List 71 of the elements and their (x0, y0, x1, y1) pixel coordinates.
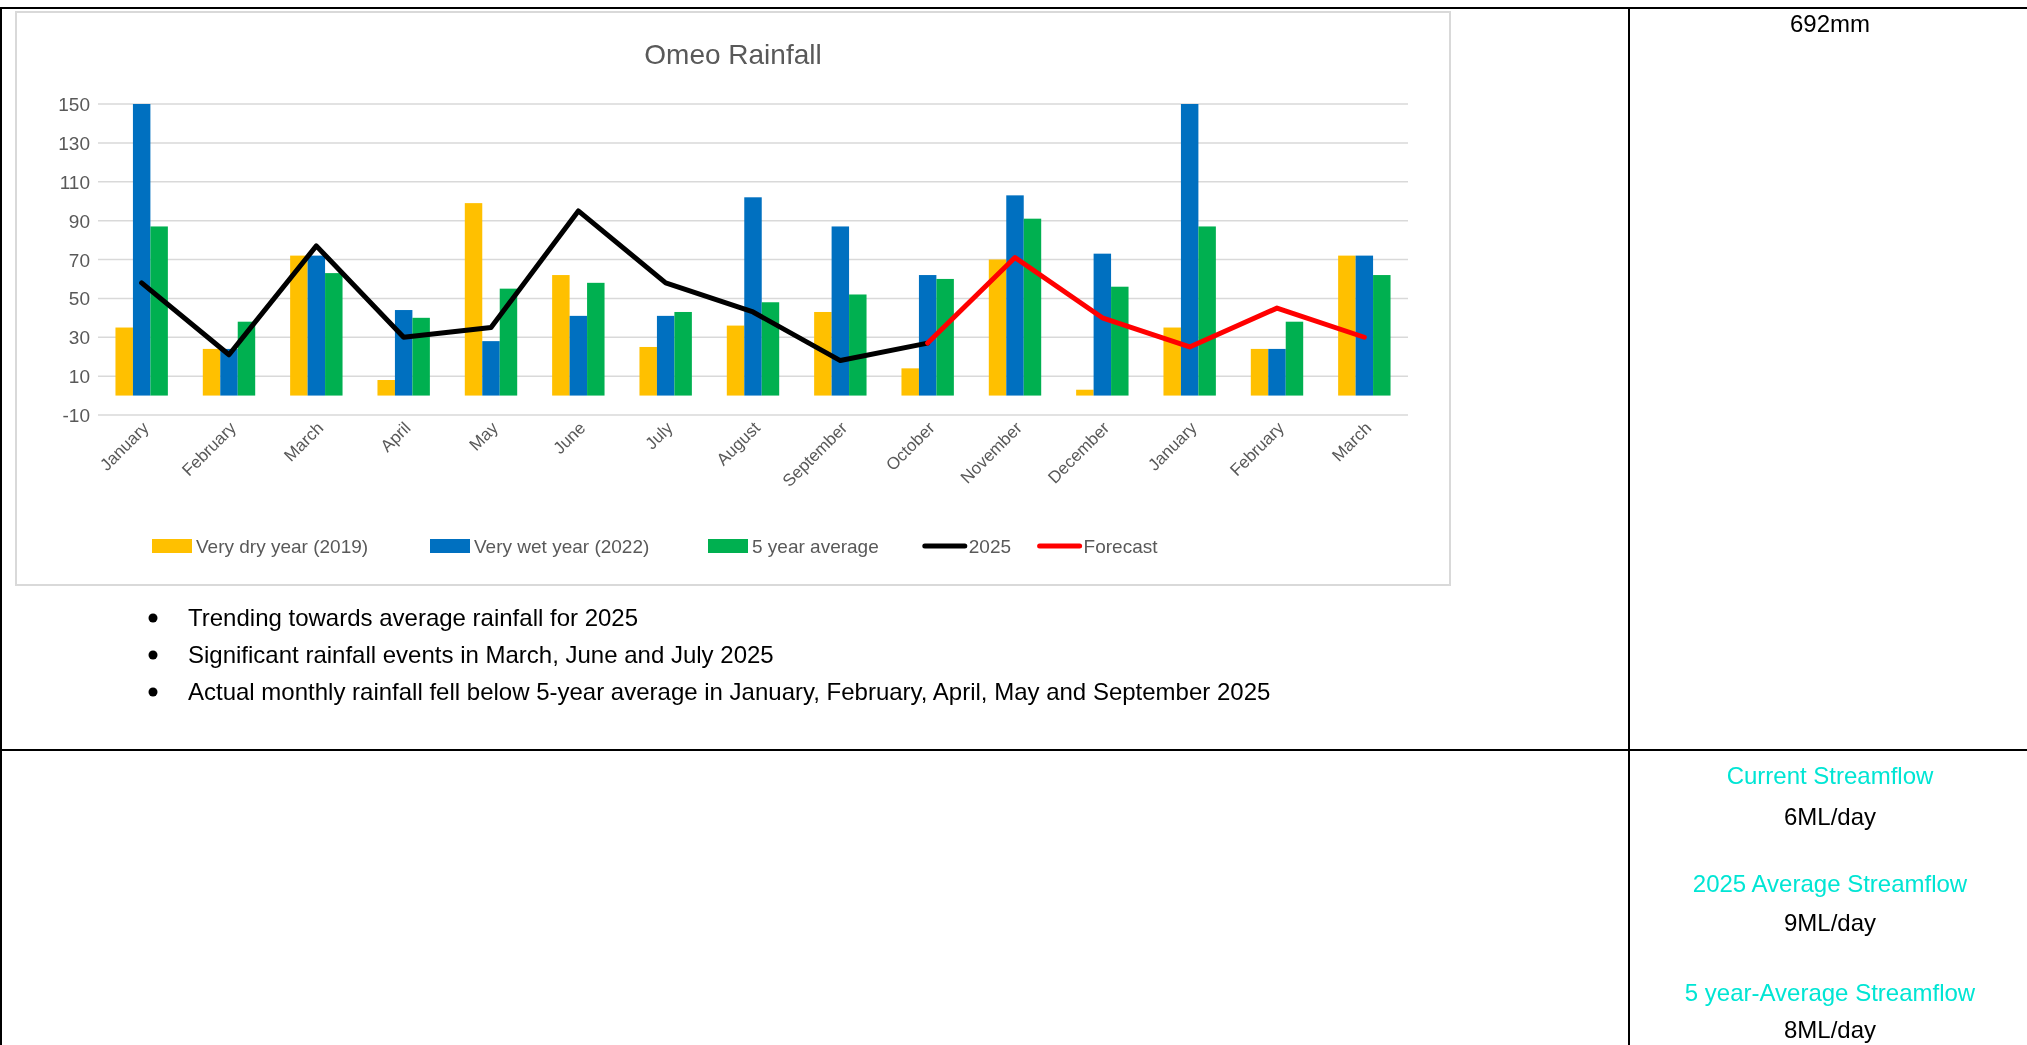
bar (761, 302, 780, 396)
bar (377, 380, 395, 396)
bar (394, 310, 413, 396)
bar (1355, 255, 1374, 396)
bar (1180, 104, 1199, 396)
y-tick-label: 30 (68, 327, 90, 349)
text: Significant rainfall events in March, June and July 2025 (188, 641, 774, 668)
chart-title: Omeo Rainfall (644, 39, 822, 70)
text: 5 year-Average Streamflow (1684, 979, 1976, 1006)
x-tick-label: July (641, 418, 677, 454)
y-tick-label: 110 (59, 171, 90, 193)
legend-label: 2025 (968, 536, 1012, 557)
y-tick-label: 70 (68, 249, 90, 271)
text: Trending towards average rainfall for 2025 (188, 604, 639, 631)
bar (290, 255, 308, 396)
bar (202, 348, 221, 396)
bar (220, 348, 238, 396)
bar (1373, 275, 1391, 396)
bar (656, 315, 675, 396)
bar (587, 282, 605, 396)
bar (552, 275, 570, 396)
legend-label: 5 year average (752, 536, 879, 557)
y-tick-label: 50 (68, 288, 90, 310)
y-tick-label: 150 (58, 94, 90, 115)
bar (918, 275, 937, 396)
bar (849, 294, 867, 396)
bar (1250, 348, 1269, 396)
text: 8ML/day (1783, 1016, 1877, 1043)
text: 2025 Average Streamflow (1692, 870, 1968, 897)
bar (132, 104, 151, 396)
bar (1111, 286, 1129, 396)
bar (1198, 226, 1216, 396)
bar (814, 311, 832, 396)
y-tick-label: 10 (68, 366, 90, 388)
bar (1163, 327, 1181, 396)
bar (150, 226, 168, 396)
bar (936, 278, 954, 396)
legend-label: Very wet year (2022) (474, 536, 650, 557)
bar (988, 259, 1007, 396)
bar (1093, 253, 1112, 396)
bar (482, 341, 500, 396)
bar (674, 311, 692, 396)
legend-label: Forecast (1083, 536, 1159, 557)
bar (1023, 218, 1042, 396)
bar (901, 368, 919, 396)
text: Actual monthly rainfall fell below 5-year average in January, February, April, May and September 2025 (188, 678, 1271, 705)
bar (1285, 321, 1304, 396)
legend-label: Very dry year (2019) (196, 536, 369, 557)
bar (325, 273, 343, 396)
bar (115, 327, 133, 396)
bar (307, 255, 326, 396)
bar (726, 325, 745, 396)
bar (1268, 348, 1286, 396)
text: Current Streamflow (1726, 762, 1935, 789)
bar (1076, 389, 1094, 396)
y-tick-label: -10 (62, 405, 90, 426)
bar (412, 317, 430, 396)
bar (464, 203, 483, 396)
text: 9ML/day (1783, 909, 1877, 936)
y-tick-label: 90 (68, 210, 90, 232)
bar (744, 197, 762, 396)
text: 6ML/day (1783, 803, 1877, 830)
bar (1006, 195, 1024, 396)
bar (499, 288, 518, 396)
bar (1338, 255, 1356, 396)
bar (639, 346, 657, 396)
x-tick-label: May (465, 418, 503, 455)
bar (569, 315, 588, 396)
bar (831, 226, 850, 396)
y-tick-label: 130 (58, 132, 90, 154)
text: 692mm (1789, 10, 1871, 37)
